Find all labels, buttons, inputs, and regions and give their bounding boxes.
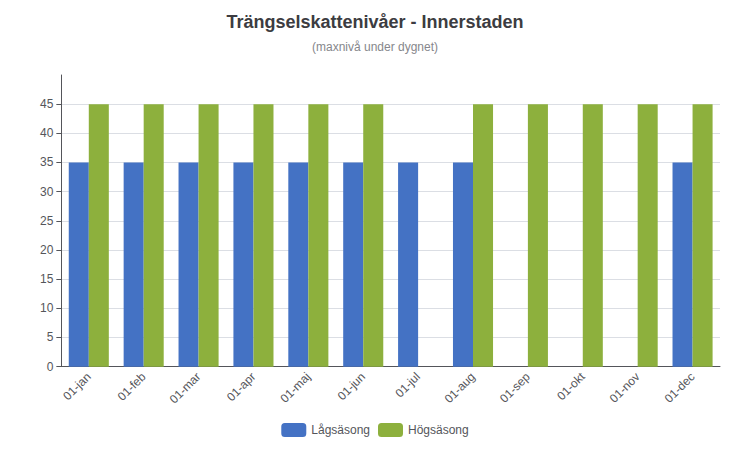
svg-text:01-feb: 01-feb [115,369,149,403]
svg-text:15: 15 [40,272,54,286]
svg-text:Högsäsong: Högsäsong [408,423,469,437]
svg-text:01-apr: 01-apr [224,370,258,404]
svg-text:(maxnivå under dygnet): (maxnivå under dygnet) [312,40,438,54]
svg-text:30: 30 [40,185,54,199]
svg-text:01-mar: 01-mar [167,370,204,407]
svg-text:01-jul: 01-jul [392,370,423,401]
svg-text:Lågsäsong: Lågsäsong [311,423,370,437]
svg-text:01-dec: 01-dec [662,370,698,406]
svg-text:Trängselskattenivåer - Innerst: Trängselskattenivåer - Innerstaden [226,12,523,32]
svg-text:01-maj: 01-maj [277,370,313,406]
svg-text:40: 40 [40,126,54,140]
svg-text:35: 35 [40,155,54,169]
svg-text:5: 5 [47,330,54,344]
svg-text:01-sep: 01-sep [497,369,533,405]
svg-text:01-okt: 01-okt [554,369,588,403]
svg-text:25: 25 [40,214,54,228]
svg-text:45: 45 [40,97,54,111]
svg-text:01-nov: 01-nov [607,370,643,406]
svg-text:0: 0 [47,360,54,374]
svg-text:01-jun: 01-jun [335,370,368,403]
svg-text:20: 20 [40,243,54,257]
svg-text:01-aug: 01-aug [442,370,478,406]
svg-text:10: 10 [40,301,54,315]
svg-text:01-jan: 01-jan [60,370,93,403]
